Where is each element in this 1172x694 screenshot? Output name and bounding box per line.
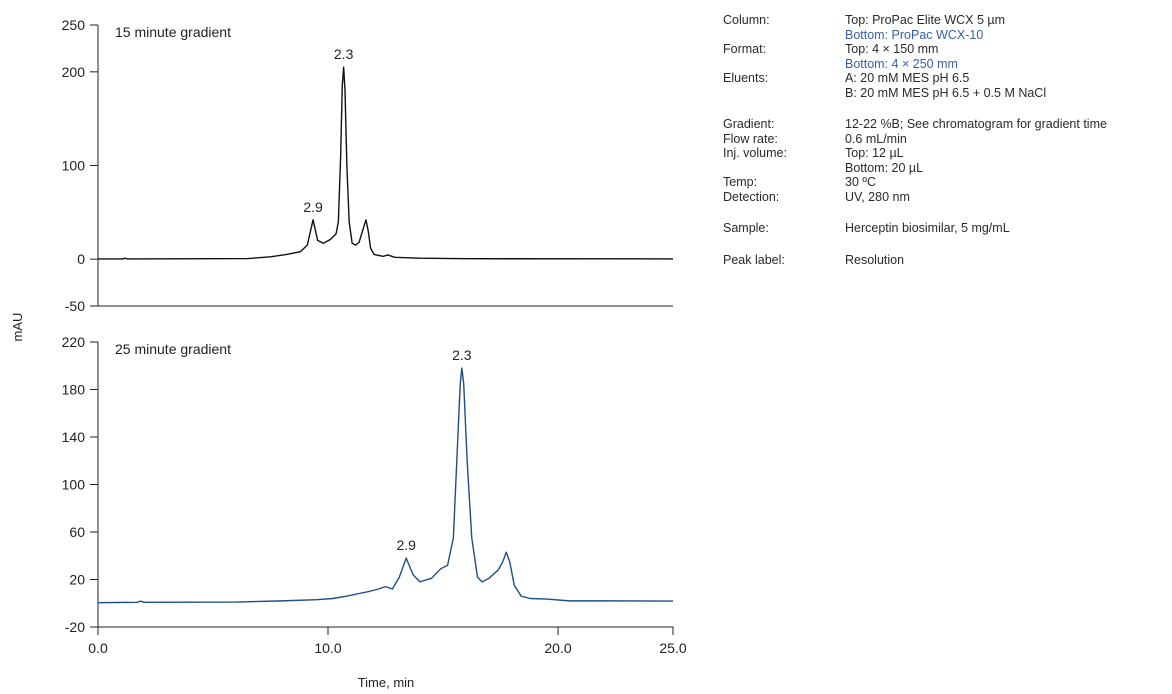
condition-value: 30 ºC <box>845 175 876 189</box>
y-tick-label: 0 <box>77 251 85 267</box>
condition-label: Peak label: <box>723 252 785 267</box>
condition-label: Temp: <box>723 175 758 189</box>
condition-label: Flow rate: <box>723 131 778 146</box>
panel-label: 15 minute gradient <box>115 24 231 40</box>
y-tick-label: 60 <box>69 524 85 540</box>
trace-line-top <box>97 66 674 260</box>
condition-label: Detection: <box>723 189 780 204</box>
panel-bottom: 220 180 140 100 60 20 -20 25 minute gradient 2.3… <box>62 334 674 635</box>
y-tick-label: 20 <box>69 572 85 588</box>
condition-label: Eluents: <box>723 71 769 85</box>
y-tick-label: 250 <box>62 17 86 33</box>
condition-row: Gradient: 12-22 %B; See chromatogram for … <box>723 117 1168 132</box>
condition-row: Detection: UV, 280 nm <box>723 190 1168 205</box>
condition-value: Bottom: 20 µL <box>845 160 924 175</box>
condition-value: UV, 280 nm <box>845 189 910 204</box>
peak-label: 2.9 <box>396 537 416 553</box>
x-tick-label: 20.0 <box>544 640 571 656</box>
panel-label: 25 minute gradient <box>115 341 231 357</box>
condition-label: Column: <box>723 13 770 27</box>
y-tick-label: 200 <box>62 64 86 80</box>
peak-label: 2.3 <box>334 46 354 62</box>
condition-value: Top: 12 µL <box>845 146 904 160</box>
y-tick-label: 220 <box>62 334 86 350</box>
y-tick-label: 100 <box>62 158 86 174</box>
x-axis-label: Time, min <box>358 675 415 690</box>
condition-row: Column: Top: ProPac Elite WCX 5 µm Bottom:… <box>723 13 1168 42</box>
y-axis-label: mAU <box>10 313 25 342</box>
row-spacer <box>723 100 1168 117</box>
y-tick-label: -20 <box>65 619 85 635</box>
chromatogram-chart: 250 200 100 0 -50 15 minute gradient 2.3 2.9 22… <box>10 17 687 690</box>
condition-row: Eluents: A: 20 mM MES pH 6.5 B: 20 mM MES … <box>723 71 1168 100</box>
condition-value: Top: ProPac Elite WCX 5 µm <box>845 13 1006 27</box>
y-tick-label: 100 <box>62 477 86 493</box>
peak-label: 2.3 <box>452 347 472 363</box>
condition-row: Inj. volume: Top: 12 µL Bottom: 20 µL <box>723 146 1168 175</box>
condition-value: 12-22 %B; See chromatogram for gradient … <box>845 117 1107 131</box>
condition-value: Top: 4 × 150 mm <box>845 42 939 56</box>
condition-value: A: 20 mM MES pH 6.5 <box>845 71 970 85</box>
condition-value: Herceptin biosimilar, 5 mg/mL <box>845 221 1010 235</box>
y-tick-label: 140 <box>62 429 86 445</box>
condition-value: Bottom: ProPac WCX-10 <box>845 27 984 42</box>
row-spacer <box>723 204 1168 221</box>
condition-row: Format: Top: 4 × 150 mm Bottom: 4 × 250 mm <box>723 42 1168 71</box>
y-tick-label: -50 <box>65 298 85 314</box>
y-tick-label: 180 <box>62 382 86 398</box>
panel-top: 250 200 100 0 -50 15 minute gradient 2.3 2.9 <box>62 17 674 314</box>
method-conditions: Column: Top: ProPac Elite WCX 5 µm Bottom:… <box>723 13 1168 267</box>
x-axis: 0.0 10.0 20.0 25.0 <box>88 626 687 656</box>
x-tick-label: 25.0 <box>659 640 686 656</box>
condition-label: Gradient: <box>723 117 775 131</box>
trace-line-bottom <box>97 367 674 604</box>
condition-label: Sample: <box>723 221 769 235</box>
condition-label: Format: <box>723 42 767 56</box>
condition-label: Inj. volume: <box>723 146 787 160</box>
peak-label: 2.9 <box>303 199 323 215</box>
x-tick-label: 10.0 <box>314 640 341 656</box>
condition-value: 0.6 mL/min <box>845 131 907 146</box>
condition-value: Resolution <box>845 252 905 267</box>
row-spacer <box>723 236 1168 253</box>
condition-row: Sample: Herceptin biosimilar, 5 mg/mL <box>723 221 1168 236</box>
condition-row: Temp: 30 ºC <box>723 175 1168 190</box>
condition-value: B: 20 mM MES pH 6.5 + 0.5 M NaCl <box>845 85 1047 100</box>
condition-value: Bottom: 4 × 250 mm <box>845 56 958 71</box>
condition-row: Peak label: Resolution <box>723 253 1168 268</box>
condition-row: Flow rate: 0.6 mL/min <box>723 132 1168 147</box>
x-tick-label: 0.0 <box>88 640 108 656</box>
